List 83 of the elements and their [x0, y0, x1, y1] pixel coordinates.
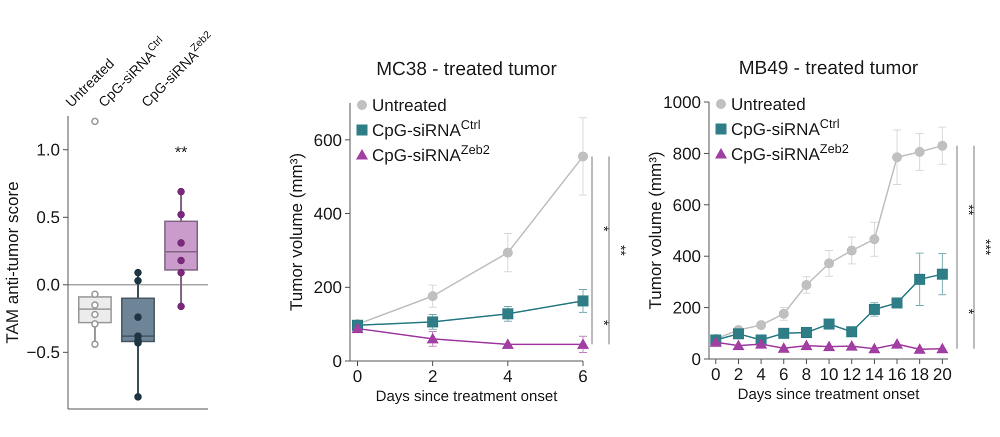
x-tick-label: 10	[820, 365, 839, 384]
x-tick-label: 4	[756, 365, 766, 384]
point	[824, 318, 835, 330]
point	[846, 326, 858, 338]
x-tick-label: 4	[503, 367, 513, 386]
y-tick-label: 0	[692, 350, 701, 369]
x-tick-label: 14	[864, 365, 884, 384]
point	[869, 234, 880, 244]
point	[824, 258, 834, 268]
y-tick-label: 600	[314, 130, 342, 150]
y-tick-label: 400	[314, 204, 342, 224]
point	[891, 338, 904, 349]
point	[868, 342, 880, 354]
x-tick-label: 2	[428, 367, 438, 386]
point	[578, 295, 588, 306]
y-tick-label: 600	[672, 196, 701, 215]
y-tick-label: 0.5	[36, 208, 60, 228]
y-tick-label: 400	[672, 247, 701, 266]
point	[936, 342, 948, 354]
point	[914, 146, 925, 157]
point	[823, 340, 836, 352]
point	[936, 268, 948, 280]
point	[892, 297, 903, 308]
point	[800, 340, 812, 350]
y-axis-title: Tumor volume (mm³)	[287, 152, 306, 312]
x-tick-label: 2	[734, 365, 744, 384]
point	[732, 340, 744, 350]
x-tick-label: 6	[779, 365, 788, 384]
y-tick-label: 800	[672, 144, 701, 164]
y-tick-label: 200	[314, 278, 342, 298]
point	[846, 340, 858, 351]
point	[426, 332, 439, 344]
point	[846, 246, 857, 256]
legend-label: CpG-siRNA$^{Zeb2}$	[731, 140, 849, 164]
legend-label: CpG-siRNA$^{Ctrl}$	[372, 116, 481, 140]
x-axis-title: Days since treatment onset	[376, 388, 558, 405]
point	[755, 338, 768, 349]
text: **	[613, 244, 629, 256]
y-tick-label: 200	[672, 298, 701, 318]
point	[756, 320, 766, 330]
annotation: **	[174, 144, 188, 162]
point	[578, 151, 588, 162]
chart-title: MB49 - treated tumor	[738, 58, 919, 79]
point	[502, 308, 514, 320]
x-tick-label: 12	[842, 365, 862, 384]
y-axis-title: Tumor volume (mm³)	[646, 151, 665, 310]
point	[778, 342, 790, 353]
x-tick-label: 0	[352, 367, 362, 386]
point	[732, 328, 744, 340]
x-tick-label: 8	[802, 365, 812, 384]
x-tick-label: 16	[888, 365, 906, 384]
y-tick-label: −0.5	[26, 343, 60, 362]
point	[800, 327, 812, 338]
point	[914, 343, 926, 354]
point	[914, 274, 926, 285]
point	[801, 280, 812, 290]
y-tick-label: 0	[332, 352, 342, 371]
chart-title: MC38 - treated tumor	[376, 59, 558, 80]
point	[892, 152, 902, 162]
y-tick-label: 0.0	[36, 276, 60, 295]
y-tick-label: 1000	[663, 92, 701, 112]
y-tick-label: 1.0	[36, 140, 60, 160]
y-axis-title: TAM anti-tumor score	[3, 181, 22, 344]
x-tick-label: 6	[578, 367, 588, 386]
text: *	[596, 320, 612, 326]
x-tick-label: 18	[910, 365, 930, 384]
point	[937, 140, 948, 151]
point	[502, 248, 513, 258]
x-tick-label: 20	[932, 365, 952, 384]
point	[427, 316, 438, 328]
text: ***	[978, 239, 994, 256]
point	[502, 338, 514, 349]
legend-label: CpG-siRNA$^{Ctrl}$	[731, 115, 840, 139]
x-tick-label: 0	[711, 365, 721, 384]
point	[778, 328, 790, 339]
point	[428, 291, 438, 302]
x-axis-title: Days since treatment onset	[738, 386, 920, 403]
point	[352, 322, 364, 334]
legend-label: CpG-siRNA$^{Zeb2}$	[372, 141, 490, 165]
text: *	[596, 226, 612, 232]
point	[577, 338, 589, 349]
text: *	[961, 308, 977, 315]
text: **	[961, 204, 977, 216]
